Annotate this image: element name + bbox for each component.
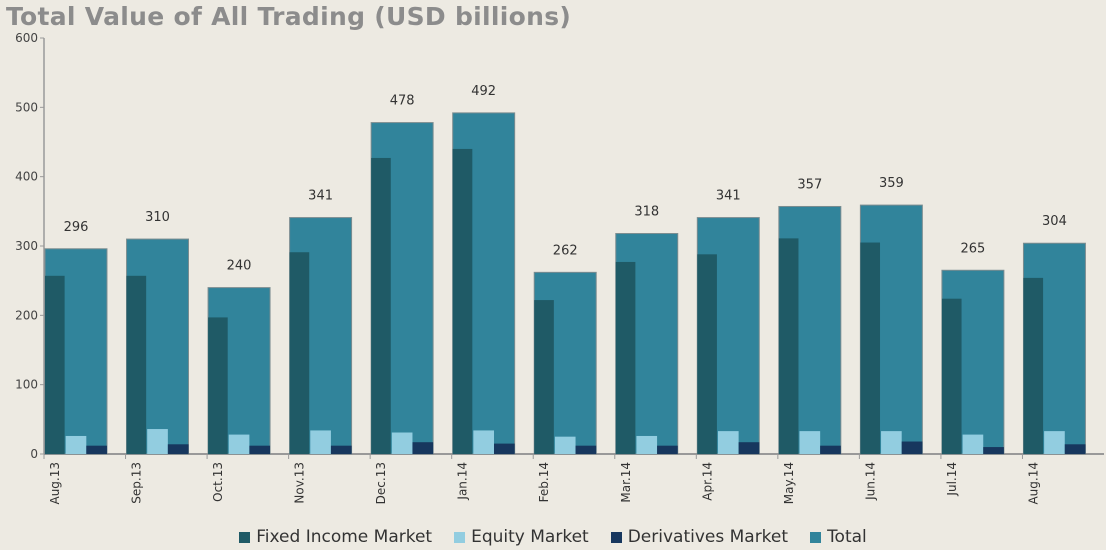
bar-fixed-income	[289, 252, 310, 454]
legend-item: Fixed Income Market	[239, 527, 432, 547]
bar-equity	[554, 436, 576, 454]
data-label-total: 310	[145, 210, 170, 225]
x-tick-label: Sep.13	[130, 462, 144, 504]
y-tick-label: 400	[15, 170, 38, 184]
bar-fixed-income	[697, 254, 717, 454]
x-tick-label: Nov.13	[293, 462, 307, 504]
bar-derivatives	[86, 445, 107, 454]
data-label-total: 341	[308, 189, 333, 204]
x-tick-label: Mar.14	[619, 462, 633, 503]
legend: Fixed Income Market Equity Market Derivati…	[0, 527, 1106, 547]
bar-derivatives	[983, 447, 1004, 454]
data-label-total: 357	[797, 177, 822, 192]
bar-derivatives	[820, 445, 841, 454]
bar-equity	[473, 430, 495, 454]
x-tick-label: Apr.14	[700, 462, 714, 501]
legend-label: Equity Market	[471, 527, 589, 547]
data-label-total: 265	[960, 241, 985, 256]
chart-title: Total Value of All Trading (USD billions…	[6, 2, 572, 31]
data-label-total: 359	[879, 176, 904, 191]
bar-derivatives	[412, 442, 434, 454]
bar-fixed-income	[45, 275, 65, 454]
bar-fixed-income	[860, 242, 881, 454]
bar-equity	[391, 432, 413, 454]
legend-swatch	[610, 531, 622, 543]
bar-equity	[636, 435, 658, 454]
bar-derivatives	[1064, 444, 1086, 454]
bar-fixed-income	[126, 275, 147, 454]
bar-equity	[962, 434, 984, 454]
bar-equity	[881, 431, 902, 454]
bar-equity	[228, 434, 250, 454]
y-tick-label: 100	[15, 378, 38, 392]
legend-item: Total	[810, 527, 867, 547]
x-tick-label: Jul.14	[945, 462, 959, 497]
bar-fixed-income	[452, 148, 473, 454]
bar-fixed-income	[371, 157, 391, 455]
bar-fixed-income	[208, 317, 228, 454]
bar-fixed-income	[941, 298, 962, 454]
legend-label: Derivatives Market	[627, 527, 789, 547]
bar-fixed-income	[1023, 277, 1044, 454]
bar-derivatives	[330, 445, 352, 454]
bar-fixed-income	[778, 238, 799, 454]
legend-swatch	[239, 531, 251, 543]
y-tick-label: 200	[15, 308, 38, 322]
bar-equity	[310, 430, 331, 454]
bar-equity	[799, 431, 821, 454]
bar-fixed-income	[615, 261, 636, 454]
data-label-total: 240	[227, 259, 252, 274]
legend-swatch	[454, 531, 466, 543]
legend-label: Fixed Income Market	[256, 527, 433, 547]
bar-chart: 0 100 200 300 400 500 600 296 Aug.13 310 Sep.13 240…	[15, 31, 1104, 505]
data-label-total: 492	[471, 84, 496, 99]
bar-derivatives	[494, 443, 515, 454]
legend-label: Total	[827, 527, 867, 547]
x-tick-label: Jan.14	[456, 462, 470, 501]
bar-derivatives	[738, 442, 760, 454]
x-tick-label: Aug.13	[48, 462, 62, 505]
x-tick-label: Dec.13	[374, 462, 388, 504]
x-tick-label: Feb.14	[537, 462, 551, 502]
bar-equity	[1044, 431, 1065, 454]
data-label-total: 262	[553, 243, 578, 258]
bar-derivatives	[167, 444, 189, 454]
y-tick-label: 300	[15, 239, 38, 253]
x-tick-label: Oct.13	[211, 462, 225, 502]
bar-equity	[147, 429, 168, 454]
legend-item: Equity Market	[454, 527, 589, 547]
bar-derivatives	[901, 441, 923, 454]
x-tick-label: Aug.14	[1026, 462, 1040, 505]
x-tick-label: Jun.14	[863, 462, 877, 501]
data-label-total: 318	[634, 205, 659, 220]
bar-derivatives	[249, 445, 271, 454]
data-label-total: 304	[1042, 214, 1067, 229]
x-tick-label: May.14	[782, 462, 796, 504]
y-tick-label: 500	[15, 100, 38, 114]
legend-swatch	[810, 531, 822, 543]
bar-derivatives	[657, 445, 678, 454]
bar-fixed-income	[534, 300, 554, 454]
data-label-total: 341	[716, 189, 741, 204]
bar-equity	[717, 431, 739, 454]
bar-equity	[65, 435, 87, 454]
y-tick-label: 0	[30, 447, 38, 461]
legend-item: Derivatives Market	[610, 527, 789, 547]
y-tick-label: 600	[15, 31, 38, 45]
bar-derivatives	[575, 445, 597, 454]
data-label-total: 478	[390, 94, 415, 109]
data-label-total: 296	[64, 220, 89, 235]
